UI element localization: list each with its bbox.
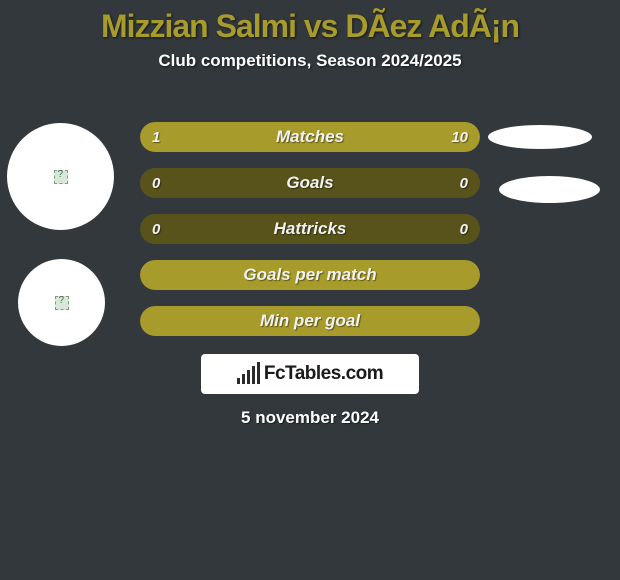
side-ellipse-1	[488, 125, 592, 149]
player2-avatar	[18, 259, 105, 346]
page-subtitle: Club competitions, Season 2024/2025	[0, 51, 620, 71]
comparison-bars: 110Matches 00Goals 00Hattricks Goals per ma…	[140, 122, 480, 352]
footer-date: 5 november 2024	[0, 408, 620, 428]
stat-label-mpg: Min per goal	[140, 306, 480, 336]
stat-row-goals: 00Goals	[140, 168, 480, 198]
player1-avatar	[7, 123, 114, 230]
stat-label-matches: Matches	[140, 122, 480, 152]
brand-bars-icon	[237, 364, 260, 384]
page-title: Mizzian Salmi vs DÃ­ez AdÃ¡n	[0, 0, 620, 45]
side-ellipse-2	[499, 176, 600, 203]
stat-row-mpg: Min per goal	[140, 306, 480, 336]
stat-label-goals: Goals	[140, 168, 480, 198]
placeholder-image-icon	[54, 170, 68, 184]
stat-label-gpm: Goals per match	[140, 260, 480, 290]
stat-row-gpm: Goals per match	[140, 260, 480, 290]
brand-box: FcTables.com	[201, 354, 419, 394]
brand-text: FcTables.com	[264, 363, 383, 385]
stat-row-hattricks: 00Hattricks	[140, 214, 480, 244]
stat-row-matches: 110Matches	[140, 122, 480, 152]
placeholder-image-icon	[55, 296, 69, 310]
stat-label-hattricks: Hattricks	[140, 214, 480, 244]
